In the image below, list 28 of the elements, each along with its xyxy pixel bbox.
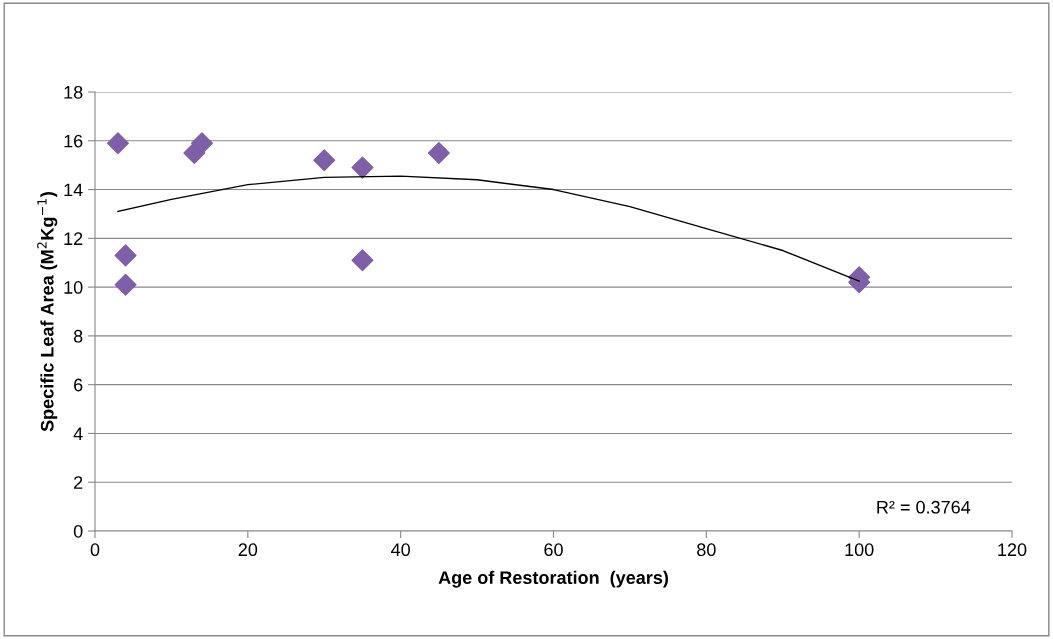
point [313, 149, 336, 172]
x-tick-label: 80 [697, 543, 716, 557]
annotation: R² = 0.3764 [877, 500, 971, 514]
x-tick-label: 0 [90, 543, 100, 557]
y-tick-label: 18 [64, 85, 83, 99]
point [427, 141, 450, 164]
y-tick-label: 8 [73, 329, 83, 343]
point [114, 273, 137, 296]
x-tick-label: 100 [845, 543, 874, 557]
point [351, 249, 374, 272]
x-axis-title: Age of Restoration (years) [438, 570, 668, 588]
x-tick-label: 40 [391, 543, 410, 557]
y-tick-label: 6 [74, 378, 83, 392]
y-tick-label: 16 [64, 134, 83, 148]
y-axis-title: Specific Leaf Area (M$^{2}$Kg$^{−1}$) [37, 192, 58, 432]
x-tick-label: 120 [998, 543, 1027, 557]
point [351, 156, 374, 179]
x-tick-label: 20 [238, 543, 258, 557]
y-tick-label: 10 [64, 281, 83, 294]
y-tick-label: 14 [64, 183, 83, 197]
y-tick-label: 12 [64, 232, 83, 245]
y-tick-label: 2 [74, 476, 83, 489]
point [190, 132, 213, 155]
y-tick-label: 0 [73, 524, 83, 538]
y-tick-label: 4 [73, 427, 83, 440]
point [106, 132, 129, 155]
x-tick-label: 60 [544, 543, 563, 557]
point [114, 244, 137, 267]
